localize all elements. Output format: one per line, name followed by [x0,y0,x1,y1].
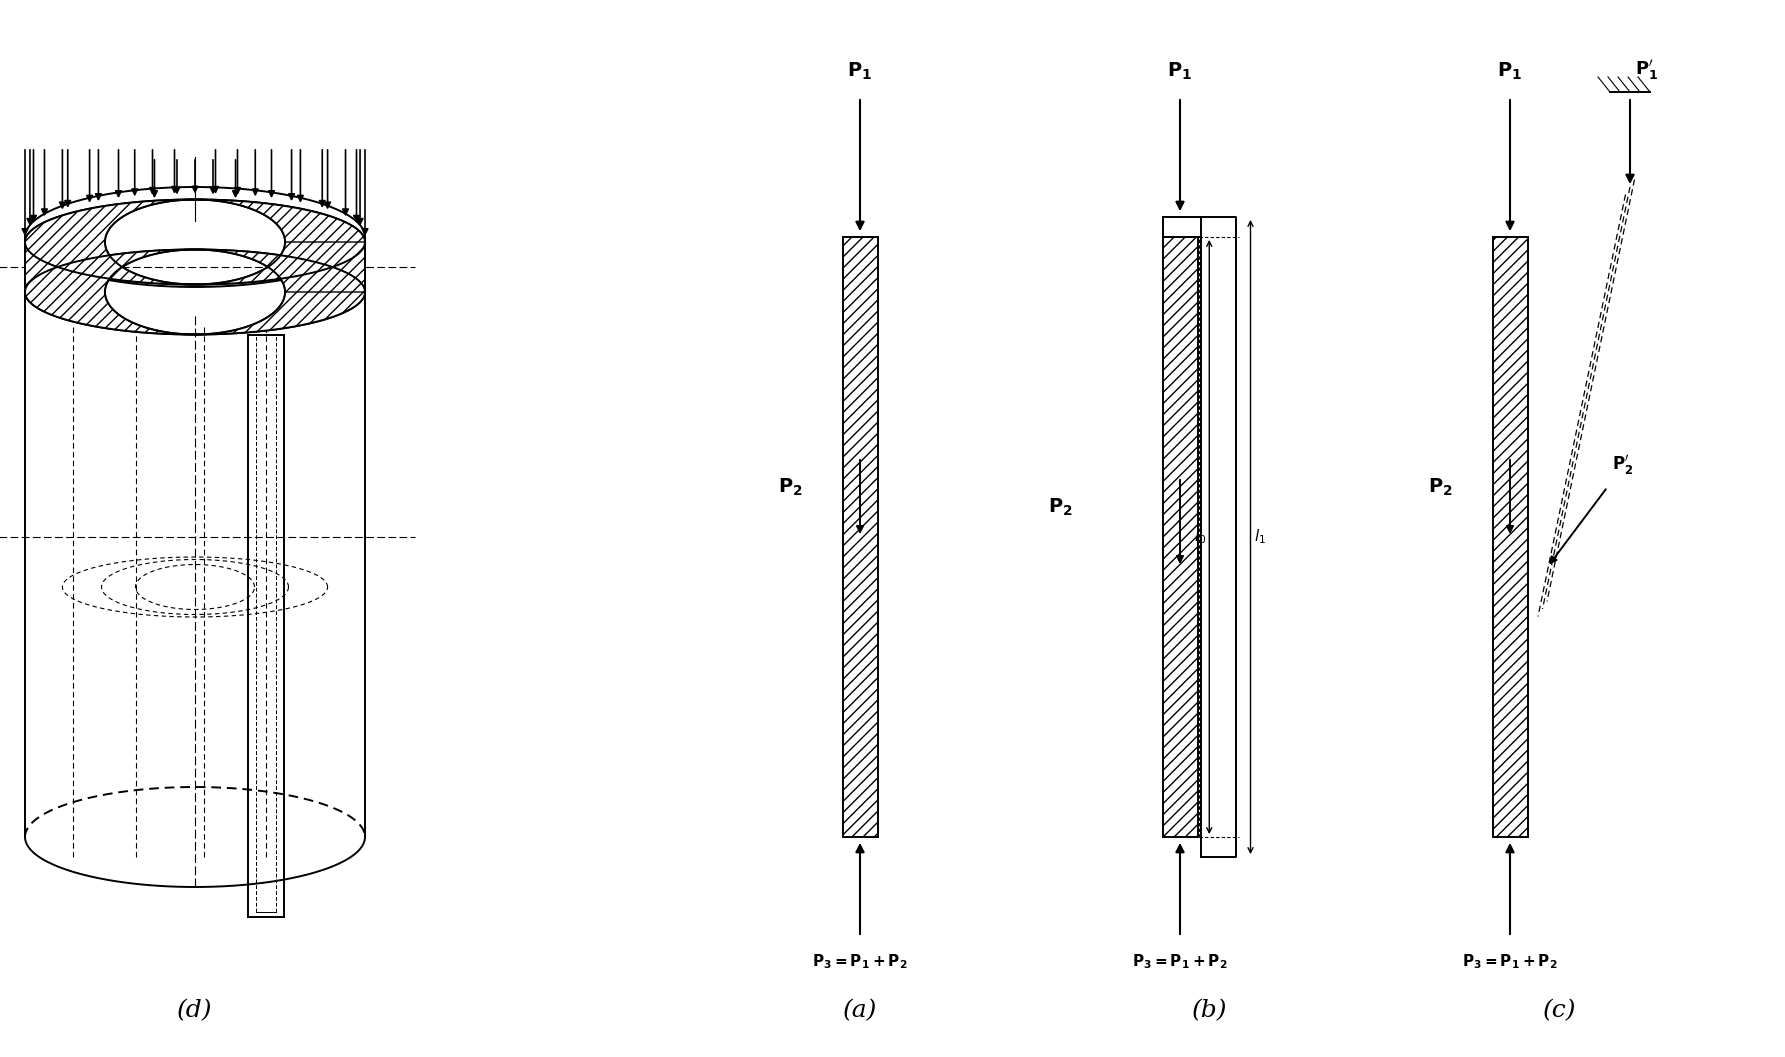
Text: $\mathbf{P_1}$: $\mathbf{P_1}$ [1498,60,1523,82]
Text: (c): (c) [1544,999,1576,1022]
Polygon shape [25,249,364,334]
Bar [1492,237,1528,837]
Text: (a): (a) [843,999,876,1022]
Text: $\mathbf{P_2}$: $\mathbf{P_2}$ [1048,497,1073,518]
Bar [286,242,364,292]
Text: $\mathbf{P_2'}$: $\mathbf{P_2'}$ [1612,453,1633,477]
Text: $\mathbf{P_1}$: $\mathbf{P_1}$ [848,60,873,82]
Text: $\mathbf{P_3=P_1+P_2}$: $\mathbf{P_3=P_1+P_2}$ [1132,952,1228,970]
Bar [25,242,105,292]
Text: (d): (d) [177,999,212,1022]
Text: (b): (b) [1192,999,1228,1022]
Text: $\mathbf{P_3=P_1+P_2}$: $\mathbf{P_3=P_1+P_2}$ [1462,952,1558,970]
Text: $\mathbf{P_3=P_1+P_2}$: $\mathbf{P_3=P_1+P_2}$ [812,952,909,970]
Text: $l_0$: $l_0$ [1194,527,1207,546]
Text: $l_1$: $l_1$ [1255,527,1266,546]
Text: $\mathbf{P_2}$: $\mathbf{P_2}$ [778,477,803,498]
Polygon shape [25,200,364,284]
Bar [843,237,878,837]
Bar [1162,237,1198,837]
Text: $\mathbf{P_1}$: $\mathbf{P_1}$ [1167,60,1192,82]
Text: $\mathbf{P_1'}$: $\mathbf{P_1'}$ [1635,58,1658,82]
Text: $\mathbf{P_2}$: $\mathbf{P_2}$ [1428,477,1453,498]
